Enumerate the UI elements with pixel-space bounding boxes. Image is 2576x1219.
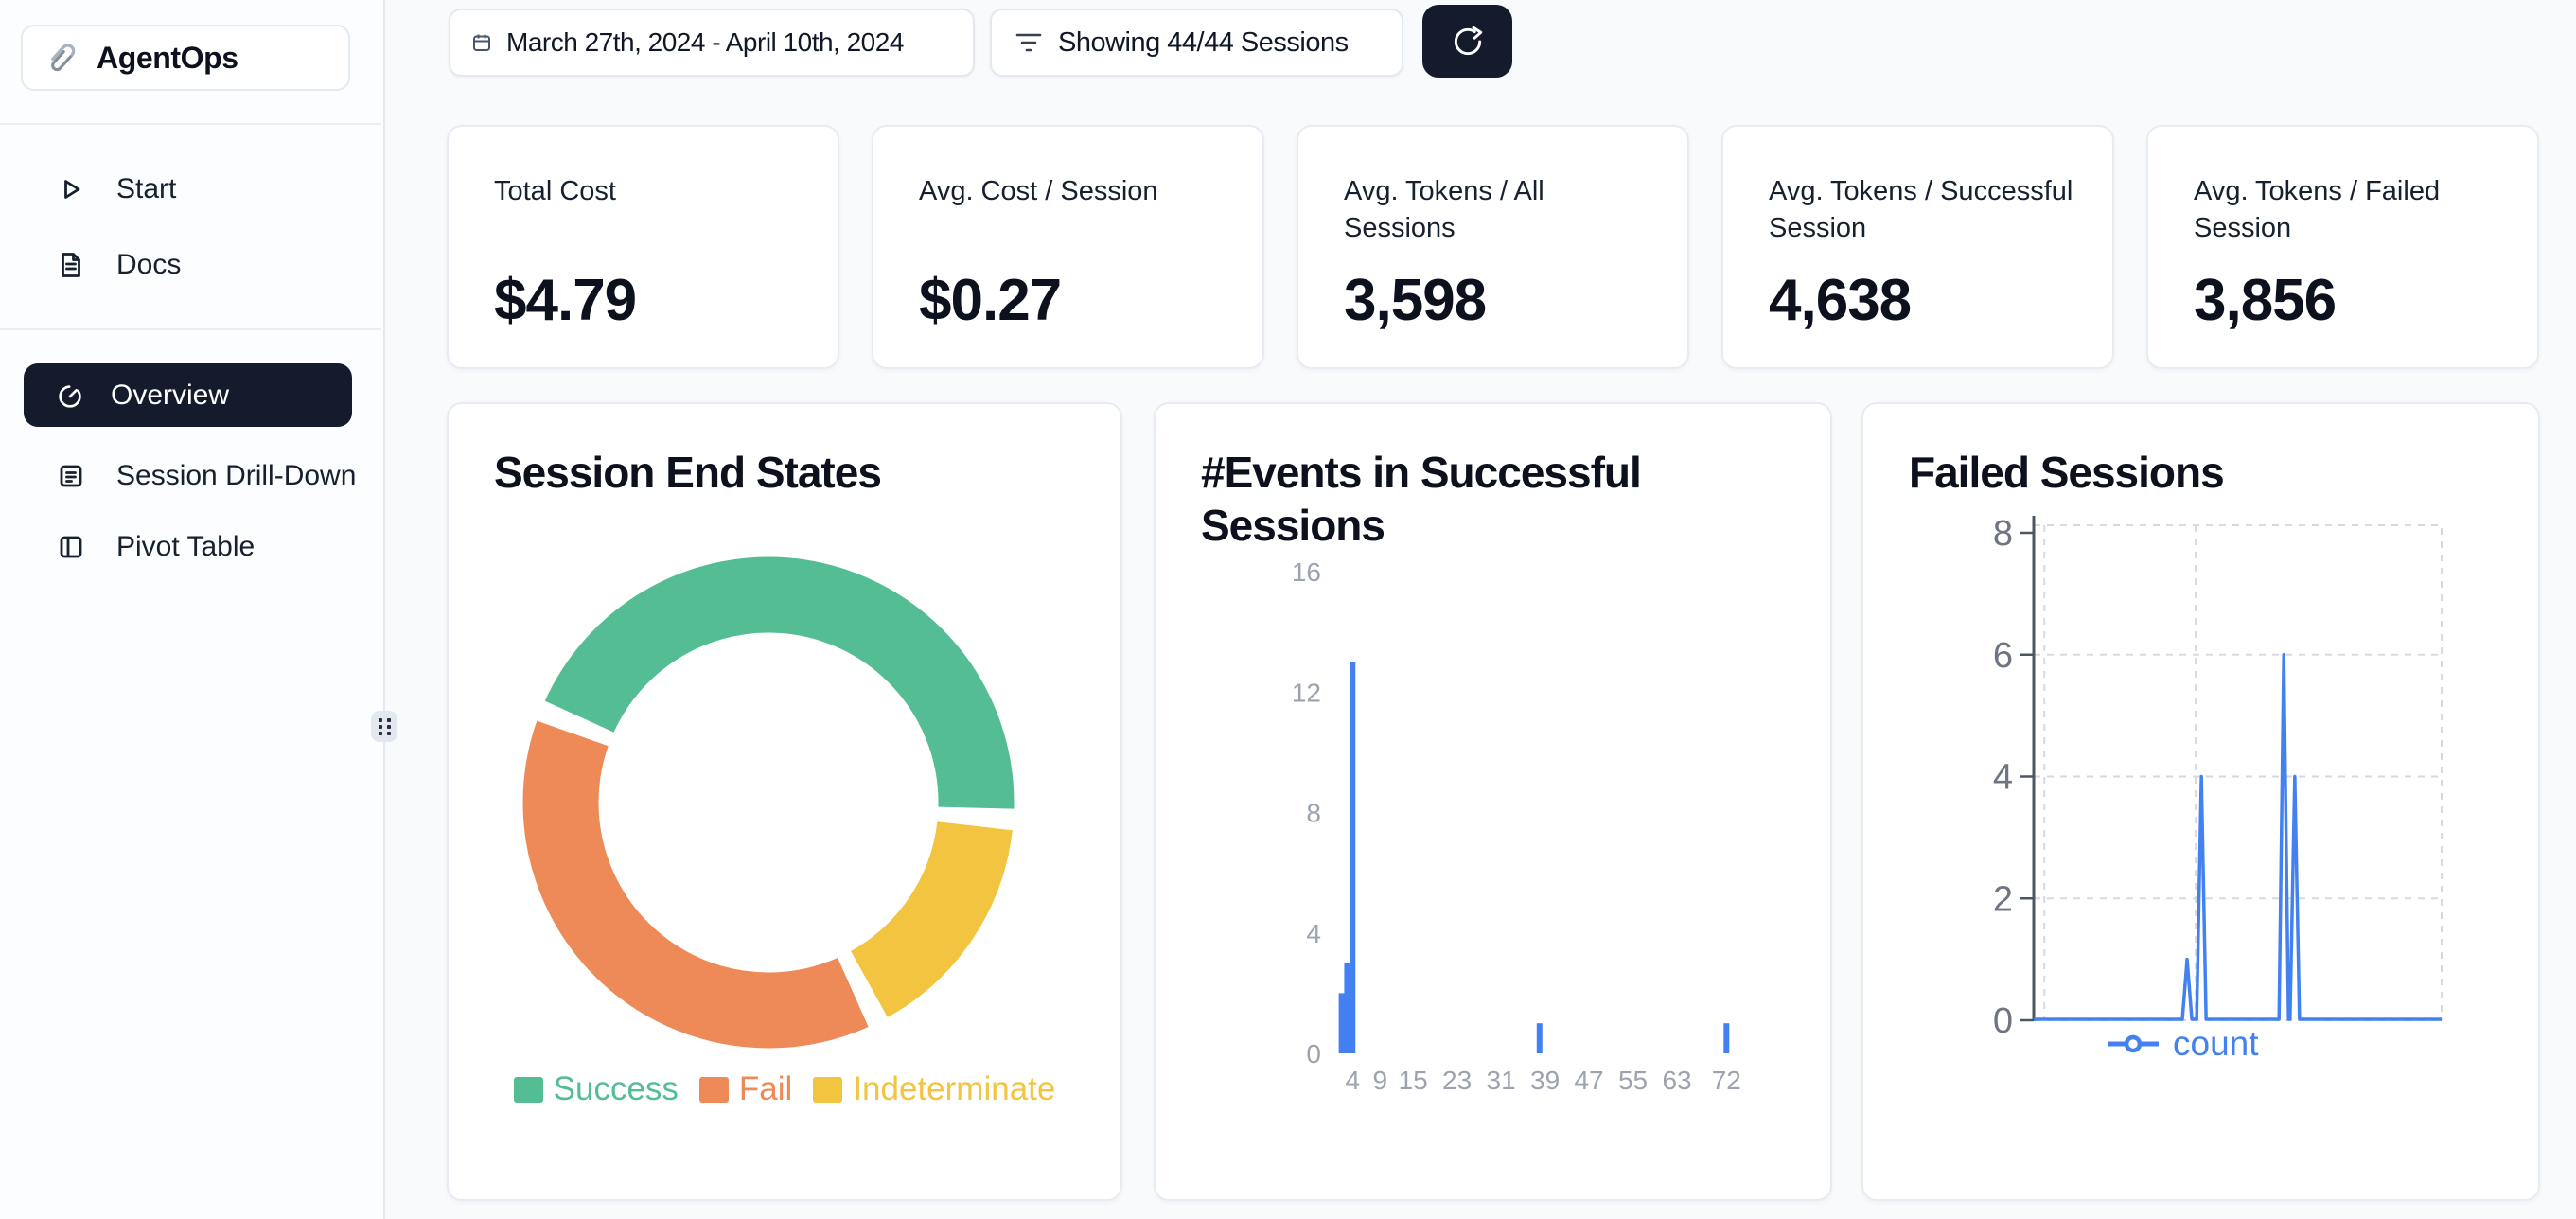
stat-label: Avg. Tokens / All Sessions	[1344, 176, 1544, 243]
date-range-label: March 27th, 2024 - April 10th, 2024	[506, 27, 904, 57]
stat-card-total-cost: Total Cost $4.79	[447, 125, 839, 369]
sidebar-item-label: Pivot Table	[116, 531, 256, 562]
sidebar-item-docs[interactable]: Docs	[0, 229, 383, 301]
svg-text:12: 12	[1292, 678, 1321, 707]
svg-text:2: 2	[1993, 879, 2013, 919]
svg-text:9: 9	[1373, 1066, 1388, 1095]
sidebar-item-session-drill-down[interactable]: Session Drill-Down	[0, 440, 383, 512]
filter-icon	[1015, 30, 1043, 55]
legend-label: Success	[553, 1070, 679, 1107]
svg-text:47: 47	[1574, 1066, 1603, 1095]
indeterminate-swatch	[813, 1076, 843, 1103]
svg-text:15: 15	[1399, 1066, 1428, 1095]
pivot-layout-icon	[54, 530, 88, 564]
legend-item-indeterminate[interactable]: Indeterminate	[813, 1070, 1055, 1108]
svg-text:63: 63	[1662, 1066, 1691, 1095]
legend-item-fail[interactable]: Fail	[698, 1070, 793, 1108]
stat-value: $0.27	[919, 268, 1062, 333]
sidebar-item-label: Docs	[116, 249, 182, 280]
sessions-filter-button[interactable]: Showing 44/44 Sessions	[990, 9, 1403, 77]
svg-text:39: 39	[1530, 1066, 1560, 1095]
stat-card-avg-tokens-successful: Avg. Tokens / Successful Session 4,638	[1721, 125, 2114, 369]
legend-item-success[interactable]: Success	[513, 1070, 679, 1108]
play-icon	[54, 172, 88, 206]
legend-label: Indeterminate	[853, 1070, 1056, 1107]
legend-label: Fail	[738, 1070, 793, 1107]
svg-text:23: 23	[1442, 1066, 1472, 1095]
line-marker-icon	[2106, 1034, 2161, 1054]
failed-sessions-line-chart: 0 2 4 6 8	[1993, 514, 2443, 1041]
sidebar-item-start[interactable]: Start	[0, 153, 383, 225]
svg-text:8: 8	[1306, 799, 1321, 828]
svg-text:31: 31	[1487, 1066, 1516, 1095]
sidebar-resize-handle[interactable]	[371, 711, 397, 742]
app-title: AgentOps	[97, 40, 238, 75]
success-swatch	[513, 1076, 543, 1103]
calendar-icon	[471, 32, 492, 53]
gauge-icon	[54, 380, 86, 412]
stat-card-avg-tokens-failed: Avg. Tokens / Failed Session 3,856	[2146, 125, 2539, 369]
svg-text:55: 55	[1618, 1066, 1648, 1095]
refresh-icon	[1450, 24, 1486, 60]
stat-value: 3,598	[1344, 268, 1487, 333]
stat-value: 3,856	[2194, 268, 2337, 333]
count-legend-label: count	[2173, 1024, 2259, 1063]
svg-text:0: 0	[1306, 1039, 1321, 1069]
stat-label: Avg. Cost / Session	[919, 176, 1158, 206]
chart-title: Session End States	[494, 448, 882, 497]
list-document-icon	[54, 459, 88, 493]
sidebar: AgentOps Start Docs Overview	[0, 0, 385, 1219]
fail-swatch	[698, 1076, 729, 1103]
sidebar-divider	[0, 123, 381, 125]
stat-card-avg-cost: Avg. Cost / Session $0.27	[872, 125, 1264, 369]
sidebar-divider	[0, 328, 381, 330]
svg-text:4: 4	[1993, 758, 2013, 798]
document-icon	[54, 248, 88, 282]
count-legend-item[interactable]: count	[2106, 1024, 2259, 1064]
sessions-filter-label: Showing 44/44 Sessions	[1058, 26, 1349, 58]
stat-card-avg-tokens-all: Avg. Tokens / All Sessions 3,598	[1297, 125, 1689, 369]
stat-value: 4,638	[1769, 268, 1912, 333]
sidebar-item-label: Start	[116, 173, 177, 204]
app-logo[interactable]: AgentOps	[21, 25, 350, 91]
donut-legend: Success Fail Indeterminate	[449, 1070, 1120, 1108]
stat-label: Total Cost	[494, 176, 616, 206]
svg-text:4: 4	[1306, 919, 1321, 948]
session-end-states-card: Session End States Success Fail Indeterm…	[447, 402, 1122, 1201]
svg-text:4: 4	[1345, 1066, 1360, 1095]
date-range-button[interactable]: March 27th, 2024 - April 10th, 2024	[449, 9, 975, 77]
grip-dots-icon	[378, 717, 391, 735]
sidebar-item-label: Overview	[111, 379, 230, 411]
svg-text:6: 6	[1993, 636, 2013, 676]
paperclip-logo-icon	[44, 39, 81, 77]
failed-sessions-card: Failed Sessions 0 2 4 6 8 count	[1861, 402, 2540, 1201]
sidebar-item-overview[interactable]: Overview	[24, 363, 352, 427]
stat-value: $4.79	[494, 268, 637, 333]
svg-text:0: 0	[1993, 1001, 2013, 1041]
svg-text:8: 8	[1993, 514, 2013, 554]
chart-title: Failed Sessions	[1909, 448, 2225, 497]
stat-label: Avg. Tokens / Successful Session	[1769, 176, 2073, 243]
sidebar-item-pivot-table[interactable]: Pivot Table	[0, 511, 383, 583]
stat-label: Avg. Tokens / Failed Session	[2194, 176, 2441, 243]
sidebar-item-label: Session Drill-Down	[116, 460, 357, 491]
svg-text:72: 72	[1712, 1066, 1741, 1095]
chart-title: #Events in Successful Sessions	[1201, 448, 1642, 550]
refresh-button[interactable]	[1422, 5, 1512, 78]
svg-text:16: 16	[1292, 557, 1321, 587]
events-histogram-card: #Events in Successful Sessions 0 4 8 12 16 4 9…	[1154, 402, 1832, 1201]
